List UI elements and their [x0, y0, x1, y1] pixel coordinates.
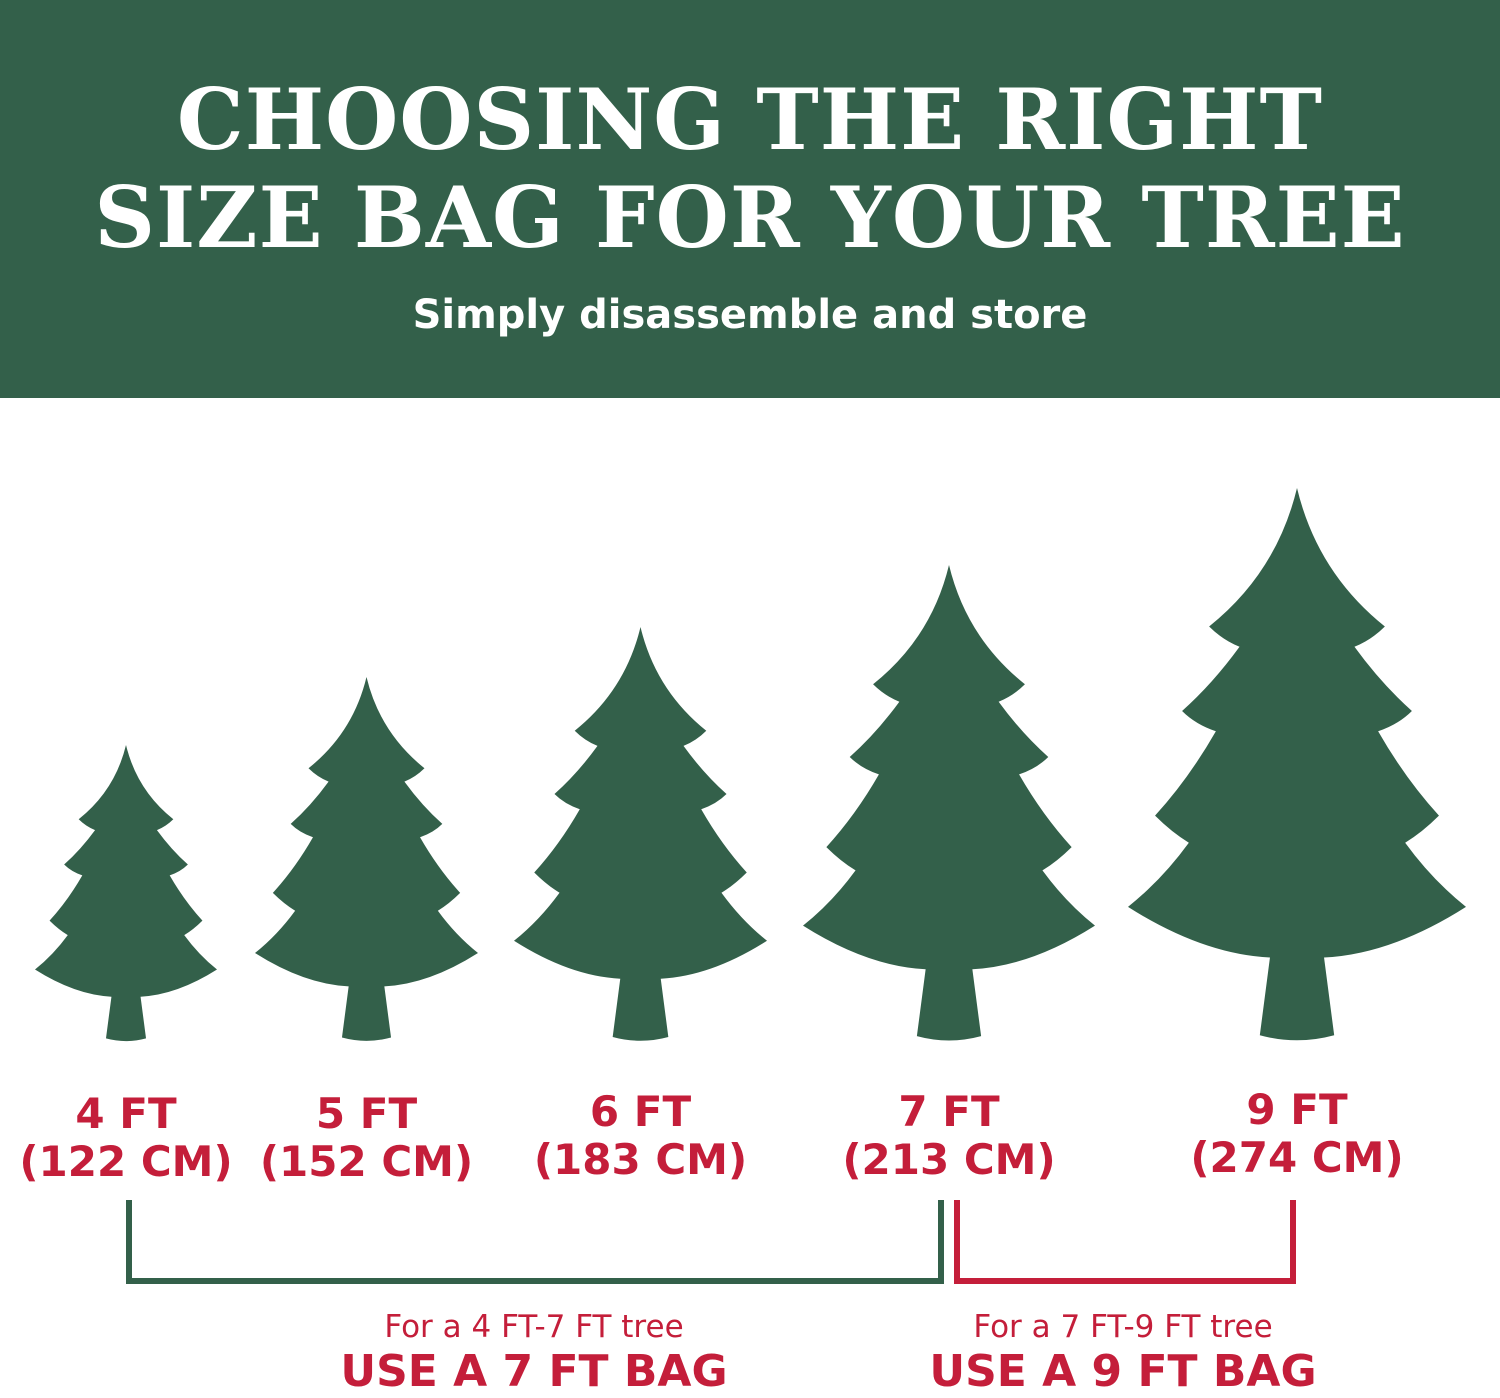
- tree-size-label: 7 FT (213 CM): [799, 1088, 1099, 1184]
- title-line-2: SIZE BAG FOR YOUR TREE: [94, 168, 1406, 267]
- bracket-7ft-bag: [126, 1200, 944, 1284]
- height-cm: (213 CM): [842, 1135, 1056, 1184]
- height-cm: (183 CM): [533, 1135, 748, 1184]
- tree-size-label: 9 FT (274 CM): [1147, 1086, 1447, 1182]
- tree-icon: [255, 677, 478, 1041]
- recommendation-bag: USE A 9 FT BAG: [929, 1346, 1317, 1397]
- height-cm: (274 CM): [1190, 1133, 1404, 1182]
- height-cm: (152 CM): [259, 1137, 474, 1186]
- height-ft: 7 FT: [898, 1087, 1000, 1136]
- tree-icon: [1128, 488, 1466, 1041]
- recommendation-range: For a 7 FT-9 FT tree: [973, 1309, 1273, 1345]
- height-cm: (122 CM): [19, 1137, 233, 1186]
- recommendation-range: For a 4 FT-7 FT tree: [384, 1309, 684, 1345]
- recommendation-9ft: For a 7 FT-9 FT tree USE A 9 FT BAG: [823, 1308, 1423, 1398]
- title-line-1: CHOOSING THE RIGHT: [176, 70, 1324, 169]
- recommendation-7ft: For a 4 FT-7 FT tree USE A 7 FT BAG: [234, 1308, 834, 1398]
- tree-size-label: 5 FT (152 CM): [217, 1090, 517, 1186]
- tree-icon: [35, 745, 217, 1042]
- subtitle: Simply disassemble and store: [412, 292, 1088, 338]
- bracket-9ft-bag: [954, 1200, 1296, 1284]
- height-ft: 9 FT: [1246, 1085, 1348, 1134]
- tree-icon: [803, 565, 1095, 1041]
- recommendation-bag: USE A 7 FT BAG: [340, 1346, 728, 1397]
- header-banner: CHOOSING THE RIGHT SIZE BAG FOR YOUR TRE…: [0, 0, 1500, 398]
- height-ft: 4 FT: [75, 1089, 177, 1138]
- tree-size-label: 4 FT (122 CM): [0, 1090, 276, 1186]
- tree-icon: [514, 627, 767, 1041]
- height-ft: 6 FT: [589, 1087, 692, 1136]
- tree-size-label: 6 FT (183 CM): [491, 1088, 791, 1184]
- height-ft: 5 FT: [315, 1089, 418, 1138]
